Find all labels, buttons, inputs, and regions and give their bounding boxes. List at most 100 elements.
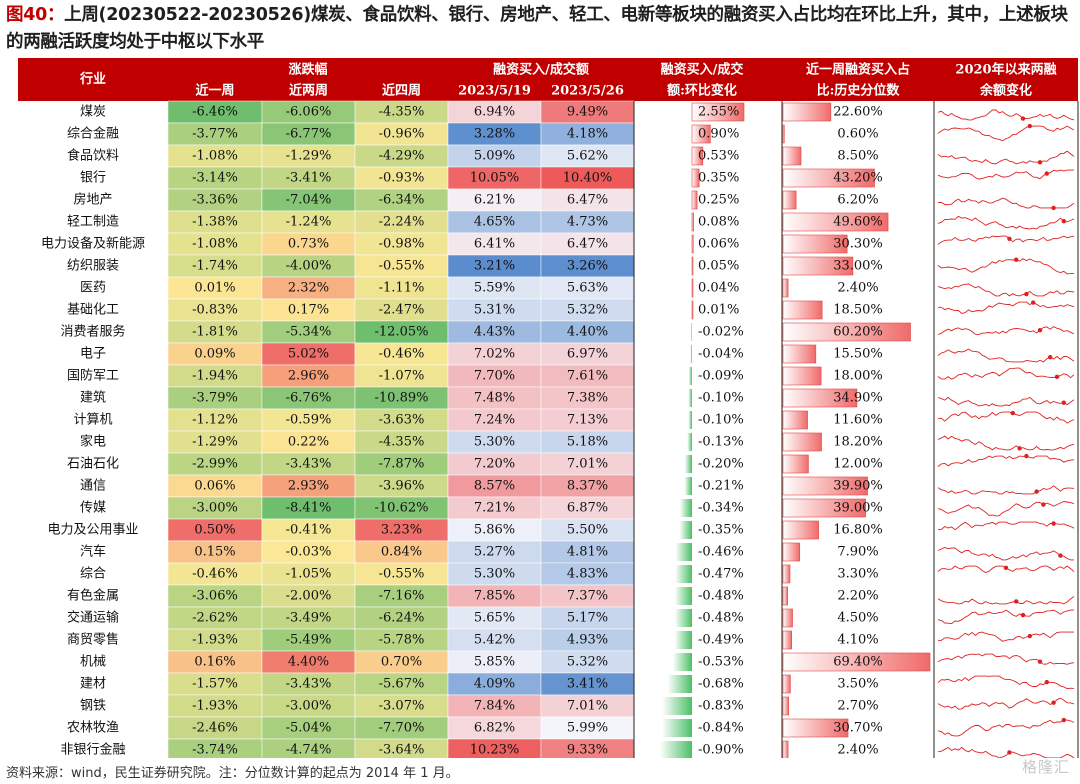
wow-value: -0.34%	[698, 501, 744, 516]
change-value: 0.17%	[288, 303, 329, 318]
trend-sparkline	[937, 596, 1075, 605]
row-industry: 国防军工	[67, 368, 119, 384]
trend-marker	[1051, 205, 1056, 211]
change-value: -3.00%	[286, 699, 332, 714]
pct-bar	[782, 520, 819, 540]
change-value: -1.93%	[192, 633, 238, 648]
trend-sparkline	[937, 301, 1075, 314]
wow-bar	[684, 455, 692, 473]
row-industry: 电力设备及新能源	[41, 236, 145, 252]
row-industry: 机械	[80, 655, 106, 670]
row-industry: 家电	[80, 434, 106, 450]
change-value: -7.87%	[379, 457, 425, 472]
change-value: -4.74%	[286, 743, 332, 758]
figure-title: 图40：上周(20230522-20230526)煤炭、食品饮料、银行、房地产、…	[6, 2, 1074, 56]
share-value: 7.37%	[567, 589, 608, 604]
pct-bar	[782, 344, 817, 364]
change-value: -3.77%	[192, 127, 238, 142]
trend-marker	[1048, 355, 1053, 360]
change-value: -3.00%	[192, 501, 238, 516]
trend-sparkline	[937, 746, 1075, 758]
change-value: -1.74%	[192, 259, 238, 274]
watermark: 格隆汇	[1021, 758, 1070, 776]
wow-bar	[662, 697, 692, 715]
trend-marker	[1037, 327, 1043, 333]
header-pct-line1: 近一周融资买入占	[806, 62, 910, 78]
pct-bar	[782, 278, 789, 298]
trend-sparkline	[937, 367, 1075, 380]
share-value: 6.87%	[567, 501, 608, 516]
change-value: 2.32%	[288, 281, 329, 296]
wow-bar	[691, 102, 745, 122]
share-value: 7.13%	[567, 413, 608, 428]
pct-value: 2.40%	[837, 743, 878, 758]
trend-marker	[1041, 502, 1046, 507]
trend-sparkline	[937, 631, 1074, 642]
wow-bar	[675, 543, 692, 561]
pct-bar	[782, 124, 785, 144]
pct-value: 49.60%	[833, 215, 883, 230]
change-value: -3.07%	[379, 699, 425, 714]
change-value: -3.79%	[192, 391, 238, 406]
wow-bar	[691, 190, 698, 210]
change-value: -2.46%	[192, 721, 238, 736]
change-value: -1.07%	[379, 369, 425, 384]
row-industry: 通信	[80, 479, 106, 494]
pct-bar	[782, 366, 822, 386]
change-value: -6.06%	[286, 105, 332, 120]
pct-bar	[782, 256, 854, 276]
pct-value: 3.30%	[837, 567, 878, 582]
share-value: 5.65%	[474, 611, 515, 626]
pct-bar	[782, 322, 911, 342]
change-value: -4.29%	[379, 149, 425, 164]
wow-bar	[688, 389, 692, 407]
wow-value: -0.68%	[698, 677, 744, 692]
share-value: 5.32%	[567, 655, 608, 670]
pct-bar	[782, 432, 822, 452]
trend-sparkline	[937, 215, 1075, 230]
pct-value: 69.40%	[833, 655, 883, 670]
row-industry: 医药	[80, 281, 106, 296]
wow-bar	[691, 168, 700, 188]
change-value: -3.06%	[192, 589, 238, 604]
trend-marker	[1007, 236, 1012, 241]
change-value: -3.43%	[286, 457, 332, 472]
trend-sparkline	[937, 169, 1074, 180]
change-value: 5.02%	[288, 347, 329, 362]
trend-marker	[1014, 257, 1019, 262]
share-value: 5.30%	[474, 567, 515, 582]
trend-marker	[1020, 612, 1026, 618]
wow-bar	[691, 256, 694, 276]
wow-bar	[661, 719, 692, 737]
change-value: -2.24%	[379, 215, 425, 230]
pct-value: 30.70%	[833, 721, 883, 736]
trend-sparkline	[937, 455, 1075, 467]
wow-value: -0.46%	[698, 545, 744, 560]
share-value: 7.61%	[567, 369, 608, 384]
wow-value: -0.21%	[698, 479, 744, 494]
share-value: 5.62%	[567, 149, 608, 164]
share-value: 5.63%	[567, 281, 608, 296]
wow-value: 0.35%	[698, 171, 739, 186]
pct-bar	[782, 718, 849, 738]
share-value: 5.30%	[474, 435, 515, 450]
change-value: -1.29%	[192, 435, 238, 450]
share-value: 3.41%	[567, 677, 608, 692]
header-share-group: 融资买入/成交额	[493, 62, 589, 78]
change-value: 2.96%	[288, 369, 329, 384]
header-industry: 行业	[79, 71, 106, 87]
change-value: 0.09%	[194, 347, 235, 362]
change-value: -0.41%	[286, 523, 332, 538]
pct-value: 12.00%	[833, 457, 883, 472]
share-value: 6.94%	[474, 105, 515, 120]
change-value: -2.47%	[379, 303, 425, 318]
trend-sparkline	[937, 283, 1075, 297]
row-industry: 综合	[80, 567, 106, 582]
row-industry: 有色金属	[67, 588, 119, 604]
pct-value: 8.50%	[837, 149, 878, 164]
share-value: 4.73%	[567, 215, 608, 230]
trend-marker	[1051, 700, 1056, 705]
change-value: -1.29%	[286, 149, 332, 164]
pct-bar	[782, 652, 931, 672]
trend-marker	[1024, 453, 1029, 459]
